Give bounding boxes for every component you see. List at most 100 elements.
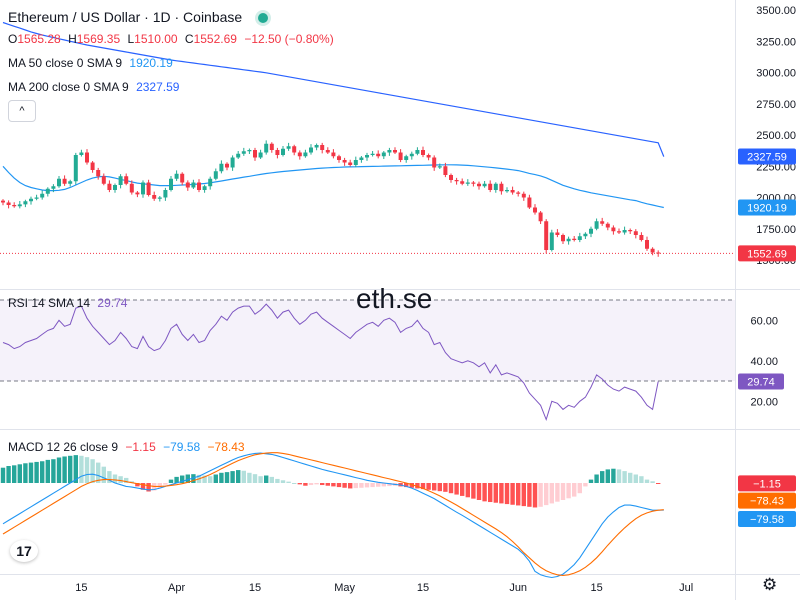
time-tick-label: May xyxy=(334,582,355,594)
ma50-value: 1920.19 xyxy=(129,56,173,70)
candle-body xyxy=(544,221,549,250)
macd-histogram-bar xyxy=(420,483,426,490)
candle-body xyxy=(499,183,504,192)
macd-histogram-bar xyxy=(409,483,414,488)
macd-histogram-bar xyxy=(454,483,459,495)
candle-body xyxy=(197,182,201,190)
macd-histogram-bar xyxy=(633,474,638,483)
macd-value-bg xyxy=(738,475,796,492)
macd-histogram-bar xyxy=(320,483,325,486)
candle-body xyxy=(264,143,269,153)
macd-histogram-bar xyxy=(527,483,532,507)
ohlc-o-label: O xyxy=(8,32,18,46)
candle-body xyxy=(101,176,106,184)
macd-histogram-bar xyxy=(213,474,218,483)
ma50-legend[interactable]: MA 50 close 0 SMA 9 1920.19 xyxy=(8,56,177,70)
macd-histogram-bar xyxy=(504,483,510,505)
ohlc-open: 1565.28 xyxy=(17,32,61,46)
candle-body xyxy=(253,150,257,158)
time-tick-label: Jul xyxy=(679,582,693,594)
macd-histogram-bar xyxy=(275,478,280,483)
candle-body xyxy=(449,175,453,180)
macd-histogram-bar xyxy=(230,471,235,483)
rsi-label: RSI 14 SMA 14 xyxy=(8,296,91,310)
candle-body xyxy=(325,150,330,153)
candle-body xyxy=(51,186,56,189)
macd-histogram-bar xyxy=(34,461,39,483)
candle-body xyxy=(286,146,291,149)
macd-histogram-bar xyxy=(17,464,22,483)
macd-histogram-bar xyxy=(549,483,554,504)
ma200-value: 2327.59 xyxy=(136,80,180,94)
macd-histogram-bar xyxy=(252,474,258,483)
rsi-value-label: 29.74 xyxy=(747,377,775,389)
candle-body xyxy=(572,238,577,240)
macd-histogram-bar xyxy=(96,462,101,483)
macd-histogram-bar xyxy=(124,477,129,483)
time-tick-label: 15 xyxy=(75,582,87,594)
candle-body xyxy=(269,143,274,150)
price-tick-label: 2500.00 xyxy=(756,130,796,142)
symbol-header: Ethereum / US Dollar · 1D · Coinbase xyxy=(8,9,272,25)
rsi-value-bg xyxy=(738,373,784,390)
macd-signal-line xyxy=(2,452,664,577)
candle-body xyxy=(600,221,605,224)
ohlc-h-label: H xyxy=(68,32,77,46)
price-tick-label: 3000.00 xyxy=(756,68,796,80)
macd-histogram-bar xyxy=(426,483,431,490)
candle-body xyxy=(141,182,145,195)
macd-pane xyxy=(0,452,664,579)
macd-histogram-bar xyxy=(538,483,543,507)
candle-body xyxy=(421,150,425,155)
candle-body xyxy=(561,235,565,242)
candle-body xyxy=(415,150,420,154)
ma200-legend[interactable]: MA 200 close 0 SMA 9 2327.59 xyxy=(8,80,183,94)
macd-legend[interactable]: MACD 12 26 close 9 −1.15 −79.58 −78.43 xyxy=(8,440,249,454)
macd-histogram-bar xyxy=(415,483,420,489)
candle-body xyxy=(29,198,33,202)
legend-collapse-button[interactable]: ^ xyxy=(8,100,36,122)
ohlc-close: 1552.69 xyxy=(193,32,237,46)
candle-body xyxy=(73,155,78,182)
candle-body xyxy=(118,176,123,185)
macd-value-bg xyxy=(738,511,796,528)
tradingview-logo[interactable]: 17 xyxy=(10,540,38,562)
candle-body xyxy=(359,157,364,160)
candle-body xyxy=(225,163,229,168)
macd-histogram-bar xyxy=(521,483,526,507)
rsi-pane xyxy=(0,299,735,422)
rsi-legend[interactable]: RSI 14 SMA 14 29.74 xyxy=(8,296,131,310)
symbol-title[interactable]: Ethereum / US Dollar · 1D · Coinbase xyxy=(8,9,243,25)
candle-body xyxy=(314,145,319,148)
candle-body xyxy=(157,197,162,199)
candle-body xyxy=(656,252,661,254)
ma200-line xyxy=(2,21,665,157)
candle-body xyxy=(477,183,481,187)
candle-body xyxy=(297,152,302,157)
rsi-value: 29.74 xyxy=(97,296,128,310)
macd-histogram-bar xyxy=(314,483,319,485)
macd-histogram-bar xyxy=(180,475,185,483)
macd-histogram-bar xyxy=(264,475,269,483)
ohlc-l-label: L xyxy=(127,32,135,46)
candle-body xyxy=(443,166,448,175)
macd-histogram-bar xyxy=(331,483,336,487)
candle-body xyxy=(533,207,537,213)
candle-body xyxy=(589,228,593,234)
macd-histogram-bar xyxy=(107,471,112,483)
candle-body xyxy=(471,182,476,184)
macd-histogram-bar xyxy=(224,472,230,483)
macd-histogram-bar xyxy=(146,483,151,492)
rsi-line xyxy=(2,303,659,422)
macd-histogram-bar xyxy=(482,483,487,502)
macd-histogram-bar xyxy=(84,457,90,483)
time-tick-label: 15 xyxy=(417,582,429,594)
price-label: 2327.59 xyxy=(747,152,787,164)
macd-value-bg xyxy=(738,492,796,509)
price-label: 1552.69 xyxy=(747,248,787,260)
gear-icon[interactable]: ⚙ xyxy=(762,575,778,594)
candle-body xyxy=(320,145,325,150)
candle-body xyxy=(303,152,308,157)
